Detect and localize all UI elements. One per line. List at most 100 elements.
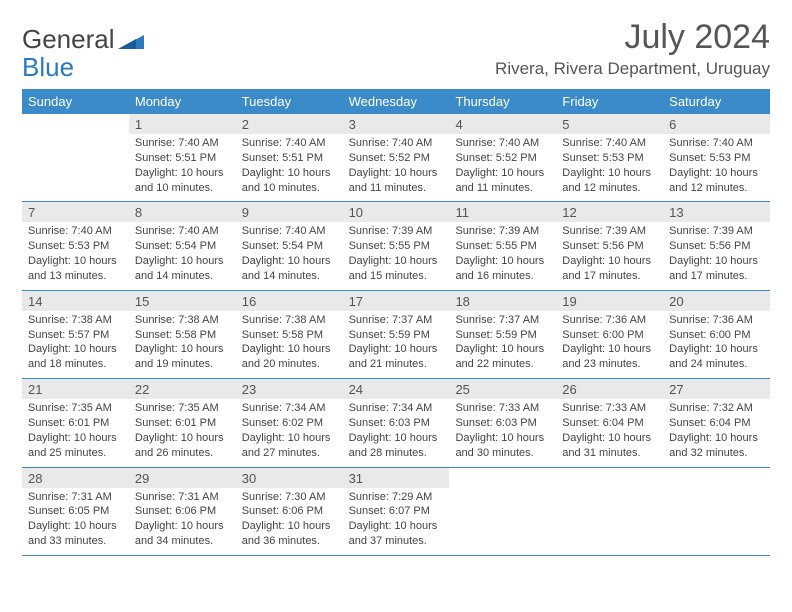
- sunrise-line: Sunrise: 7:40 AM: [349, 136, 444, 151]
- day-number: 11: [449, 202, 556, 222]
- day-cell: 12Sunrise: 7:39 AMSunset: 5:56 PMDayligh…: [556, 202, 663, 289]
- day-body: Sunrise: 7:40 AMSunset: 5:53 PMDaylight:…: [22, 222, 129, 289]
- daylight-line: Daylight: 10 hours and 12 minutes.: [669, 166, 764, 196]
- day-body: Sunrise: 7:33 AMSunset: 6:04 PMDaylight:…: [556, 399, 663, 466]
- sunset-line: Sunset: 6:02 PM: [242, 416, 337, 431]
- day-body: Sunrise: 7:39 AMSunset: 5:55 PMDaylight:…: [343, 222, 450, 289]
- sunset-line: Sunset: 5:55 PM: [349, 239, 444, 254]
- day-number: 31: [343, 468, 450, 488]
- sunset-line: Sunset: 6:00 PM: [669, 328, 764, 343]
- daylight-line: Daylight: 10 hours and 37 minutes.: [349, 519, 444, 549]
- sunrise-line: Sunrise: 7:40 AM: [135, 136, 230, 151]
- day-cell: 27Sunrise: 7:32 AMSunset: 6:04 PMDayligh…: [663, 379, 770, 466]
- weekday-header: Friday: [556, 89, 663, 114]
- daylight-line: Daylight: 10 hours and 30 minutes.: [455, 431, 550, 461]
- day-number: [663, 468, 770, 488]
- day-number: 18: [449, 291, 556, 311]
- sunrise-line: Sunrise: 7:38 AM: [28, 313, 123, 328]
- day-number: 9: [236, 202, 343, 222]
- day-cell: 7Sunrise: 7:40 AMSunset: 5:53 PMDaylight…: [22, 202, 129, 289]
- sunset-line: Sunset: 5:53 PM: [669, 151, 764, 166]
- header: General July 2024 Rivera, Rivera Departm…: [22, 18, 770, 79]
- weekday-header: Tuesday: [236, 89, 343, 114]
- day-number: [22, 114, 129, 134]
- day-body: Sunrise: 7:40 AMSunset: 5:53 PMDaylight:…: [556, 134, 663, 201]
- day-number: 8: [129, 202, 236, 222]
- day-cell: 8Sunrise: 7:40 AMSunset: 5:54 PMDaylight…: [129, 202, 236, 289]
- daylight-line: Daylight: 10 hours and 36 minutes.: [242, 519, 337, 549]
- day-number: 3: [343, 114, 450, 134]
- day-cell: 2Sunrise: 7:40 AMSunset: 5:51 PMDaylight…: [236, 114, 343, 201]
- sunrise-line: Sunrise: 7:40 AM: [242, 136, 337, 151]
- day-cell: 19Sunrise: 7:36 AMSunset: 6:00 PMDayligh…: [556, 291, 663, 378]
- day-cell: 16Sunrise: 7:38 AMSunset: 5:58 PMDayligh…: [236, 291, 343, 378]
- sunrise-line: Sunrise: 7:31 AM: [135, 490, 230, 505]
- day-body: Sunrise: 7:39 AMSunset: 5:56 PMDaylight:…: [556, 222, 663, 289]
- sunrise-line: Sunrise: 7:30 AM: [242, 490, 337, 505]
- day-cell: 21Sunrise: 7:35 AMSunset: 6:01 PMDayligh…: [22, 379, 129, 466]
- day-cell: 17Sunrise: 7:37 AMSunset: 5:59 PMDayligh…: [343, 291, 450, 378]
- daylight-line: Daylight: 10 hours and 32 minutes.: [669, 431, 764, 461]
- day-number: 21: [22, 379, 129, 399]
- sunrise-line: Sunrise: 7:37 AM: [349, 313, 444, 328]
- weekday-header: Thursday: [449, 89, 556, 114]
- sunset-line: Sunset: 6:04 PM: [669, 416, 764, 431]
- daylight-line: Daylight: 10 hours and 12 minutes.: [562, 166, 657, 196]
- daylight-line: Daylight: 10 hours and 16 minutes.: [455, 254, 550, 284]
- day-number: 13: [663, 202, 770, 222]
- sunset-line: Sunset: 5:54 PM: [135, 239, 230, 254]
- sunrise-line: Sunrise: 7:40 AM: [242, 224, 337, 239]
- day-number: 24: [343, 379, 450, 399]
- sunset-line: Sunset: 6:04 PM: [562, 416, 657, 431]
- weekday-header-row: SundayMondayTuesdayWednesdayThursdayFrid…: [22, 89, 770, 114]
- sunset-line: Sunset: 6:06 PM: [242, 504, 337, 519]
- day-body: Sunrise: 7:40 AMSunset: 5:51 PMDaylight:…: [236, 134, 343, 201]
- day-number: 28: [22, 468, 129, 488]
- day-body: Sunrise: 7:29 AMSunset: 6:07 PMDaylight:…: [343, 488, 450, 555]
- week-row: 1Sunrise: 7:40 AMSunset: 5:51 PMDaylight…: [22, 114, 770, 202]
- sunset-line: Sunset: 5:59 PM: [349, 328, 444, 343]
- sunrise-line: Sunrise: 7:40 AM: [455, 136, 550, 151]
- sunset-line: Sunset: 5:56 PM: [562, 239, 657, 254]
- daylight-line: Daylight: 10 hours and 26 minutes.: [135, 431, 230, 461]
- day-number: 2: [236, 114, 343, 134]
- day-body: Sunrise: 7:40 AMSunset: 5:52 PMDaylight:…: [449, 134, 556, 201]
- sunrise-line: Sunrise: 7:36 AM: [669, 313, 764, 328]
- day-body: Sunrise: 7:40 AMSunset: 5:54 PMDaylight:…: [129, 222, 236, 289]
- daylight-line: Daylight: 10 hours and 17 minutes.: [562, 254, 657, 284]
- location-text: Rivera, Rivera Department, Uruguay: [495, 59, 770, 79]
- day-number: 27: [663, 379, 770, 399]
- day-cell: 29Sunrise: 7:31 AMSunset: 6:06 PMDayligh…: [129, 468, 236, 555]
- day-body: Sunrise: 7:40 AMSunset: 5:51 PMDaylight:…: [129, 134, 236, 201]
- day-body: Sunrise: 7:31 AMSunset: 6:06 PMDaylight:…: [129, 488, 236, 555]
- day-cell: 25Sunrise: 7:33 AMSunset: 6:03 PMDayligh…: [449, 379, 556, 466]
- sunset-line: Sunset: 5:58 PM: [135, 328, 230, 343]
- week-row: 28Sunrise: 7:31 AMSunset: 6:05 PMDayligh…: [22, 468, 770, 556]
- sunrise-line: Sunrise: 7:40 AM: [28, 224, 123, 239]
- sunset-line: Sunset: 6:07 PM: [349, 504, 444, 519]
- day-cell: 24Sunrise: 7:34 AMSunset: 6:03 PMDayligh…: [343, 379, 450, 466]
- day-cell: 10Sunrise: 7:39 AMSunset: 5:55 PMDayligh…: [343, 202, 450, 289]
- sunset-line: Sunset: 5:54 PM: [242, 239, 337, 254]
- day-body: Sunrise: 7:40 AMSunset: 5:54 PMDaylight:…: [236, 222, 343, 289]
- weekday-header: Sunday: [22, 89, 129, 114]
- daylight-line: Daylight: 10 hours and 20 minutes.: [242, 342, 337, 372]
- day-cell: 30Sunrise: 7:30 AMSunset: 6:06 PMDayligh…: [236, 468, 343, 555]
- daylight-line: Daylight: 10 hours and 33 minutes.: [28, 519, 123, 549]
- day-number: 4: [449, 114, 556, 134]
- sunrise-line: Sunrise: 7:39 AM: [455, 224, 550, 239]
- day-cell: 14Sunrise: 7:38 AMSunset: 5:57 PMDayligh…: [22, 291, 129, 378]
- day-body: Sunrise: 7:36 AMSunset: 6:00 PMDaylight:…: [556, 311, 663, 378]
- empty-cell: [663, 468, 770, 555]
- day-number: 1: [129, 114, 236, 134]
- brand-part2: Blue: [22, 52, 74, 83]
- sunrise-line: Sunrise: 7:31 AM: [28, 490, 123, 505]
- day-cell: 1Sunrise: 7:40 AMSunset: 5:51 PMDaylight…: [129, 114, 236, 201]
- day-number: [449, 468, 556, 488]
- day-body: Sunrise: 7:36 AMSunset: 6:00 PMDaylight:…: [663, 311, 770, 378]
- day-cell: 4Sunrise: 7:40 AMSunset: 5:52 PMDaylight…: [449, 114, 556, 201]
- day-body: Sunrise: 7:37 AMSunset: 5:59 PMDaylight:…: [449, 311, 556, 378]
- sunset-line: Sunset: 5:58 PM: [242, 328, 337, 343]
- sunrise-line: Sunrise: 7:38 AM: [135, 313, 230, 328]
- day-body: Sunrise: 7:35 AMSunset: 6:01 PMDaylight:…: [22, 399, 129, 466]
